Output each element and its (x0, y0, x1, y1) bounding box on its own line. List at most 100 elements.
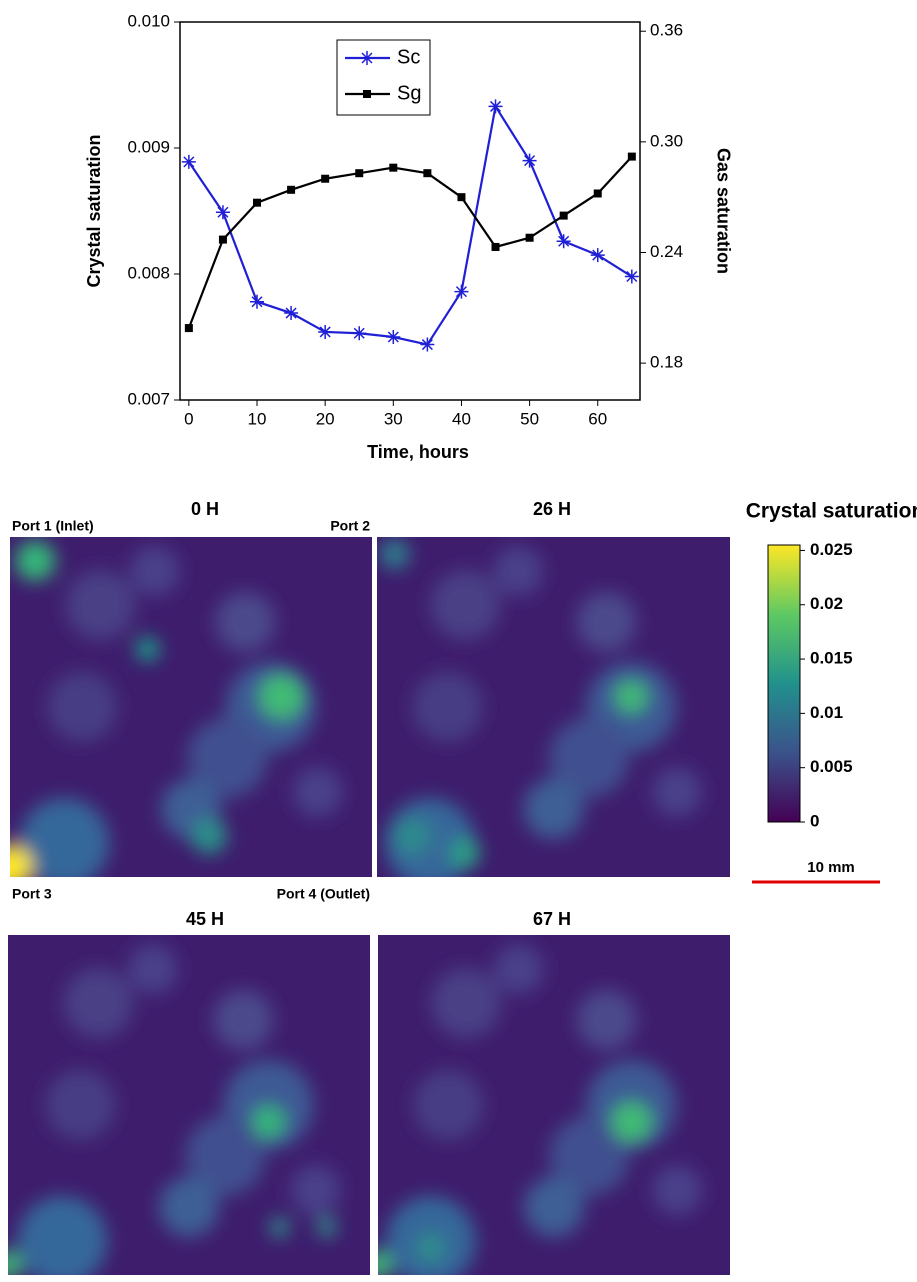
data-point (457, 193, 465, 201)
data-point (628, 153, 636, 161)
x-tick-label: 0 (184, 409, 193, 428)
data-point (492, 243, 500, 251)
data-point (253, 199, 261, 207)
x-axis-title: Time, hours (367, 442, 469, 462)
heatmap-blob (577, 990, 637, 1050)
data-point (287, 186, 295, 194)
legend-label: Sg (397, 82, 421, 104)
x-tick-label: 20 (316, 409, 335, 428)
heatmap-blob (380, 539, 410, 569)
legend-marker (363, 90, 371, 98)
heatmap-blob (394, 818, 430, 854)
heatmap-blob (413, 672, 483, 742)
data-point (625, 270, 639, 284)
panel-title: 67 H (533, 909, 571, 929)
data-point (219, 236, 227, 244)
data-point (423, 169, 431, 177)
series-line (189, 106, 632, 344)
data-point (489, 99, 503, 113)
heatmap-blob (136, 637, 160, 661)
heatmap-blob (128, 944, 178, 994)
legend-label: Sc (397, 46, 420, 68)
data-point (352, 326, 366, 340)
data-point (318, 325, 332, 339)
data-point (250, 295, 264, 309)
heatmap-blob (430, 570, 500, 640)
heatmap-blob (45, 1070, 115, 1140)
legend-marker (360, 51, 374, 65)
heatmap-blob (215, 592, 275, 652)
heatmap-blob (417, 1234, 445, 1262)
data-point (454, 285, 468, 299)
panel-title: 26 H (533, 499, 571, 519)
heatmap-blob (293, 767, 343, 817)
heatmap-blob (413, 1070, 483, 1140)
data-point (591, 248, 605, 262)
colorbar (768, 545, 800, 822)
heatmap-blob (159, 1177, 219, 1237)
port-label: Port 1 (Inlet) (12, 518, 94, 534)
heatmap-blob (615, 681, 647, 713)
y2-tick-label: 0.18 (650, 353, 683, 372)
data-point (523, 154, 537, 168)
data-point (284, 306, 298, 320)
y2-tick-label: 0.36 (650, 21, 683, 40)
heatmap-blob (317, 1217, 337, 1237)
colorbar-tick-label: 0.025 (810, 540, 853, 559)
figure: Crystal saturation Gas saturation Time, … (0, 0, 917, 1277)
panel-title: 0 H (191, 499, 219, 519)
heatmap-blob (611, 1102, 651, 1142)
x-tick-label: 10 (248, 409, 267, 428)
colorbar-title: Crystal saturation (746, 500, 917, 523)
data-point (594, 189, 602, 197)
heatmap-blob (213, 990, 273, 1050)
colorbar-tick-label: 0.01 (810, 703, 843, 722)
heatmap-blob (260, 675, 304, 719)
heatmap-blob (524, 779, 584, 839)
data-point (182, 155, 196, 169)
heatmap-blob (270, 1217, 290, 1237)
panel-title: 45 H (186, 909, 224, 929)
heatmap-blob (191, 818, 227, 854)
heatmap-blob (431, 968, 501, 1038)
colorbar-tick-label: 0.02 (810, 594, 843, 613)
y-tick-label: 0.007 (127, 389, 170, 408)
data-point (321, 175, 329, 183)
heatmap-blob (493, 546, 543, 596)
data-point (557, 234, 571, 248)
y-tick-label: 0.008 (127, 263, 170, 282)
x-tick-label: 30 (384, 409, 403, 428)
heatmap-blob (64, 968, 134, 1038)
heatmap-blob (291, 1165, 341, 1215)
heatmap-blob (19, 798, 109, 888)
x-tick-label: 40 (452, 409, 471, 428)
heatmap-blob (576, 592, 636, 652)
port-label: Port 2 (330, 518, 370, 534)
y-axis-title: Crystal saturation (84, 134, 104, 287)
x-tick-label: 50 (520, 409, 539, 428)
colorbar-tick-label: 0 (810, 811, 819, 830)
colorbar-tick-label: 0.015 (810, 649, 853, 668)
port-label: Port 4 (Outlet) (277, 886, 370, 902)
heatmap-blob (652, 767, 702, 817)
data-point (389, 164, 397, 172)
data-point (185, 324, 193, 332)
heatmap-blob (494, 944, 544, 994)
heatmap-blob (524, 1177, 584, 1237)
heatmap-blob (450, 838, 480, 868)
data-point (420, 338, 434, 352)
y2-tick-label: 0.30 (650, 131, 683, 150)
data-point (526, 234, 534, 242)
heatmap-blob (652, 1165, 702, 1215)
y2-axis-title: Gas saturation (713, 148, 733, 274)
colorbar-tick-label: 0.005 (810, 757, 853, 776)
heatmap-blob (130, 546, 180, 596)
heatmap-blob (15, 541, 55, 581)
heatmap-blob (47, 672, 117, 742)
port-label: Port 3 (12, 886, 52, 902)
data-point (560, 212, 568, 220)
heatmap-blob (66, 570, 136, 640)
scale-bar-label: 10 mm (807, 859, 855, 876)
x-tick-label: 60 (588, 409, 607, 428)
y-tick-label: 0.010 (127, 11, 170, 30)
